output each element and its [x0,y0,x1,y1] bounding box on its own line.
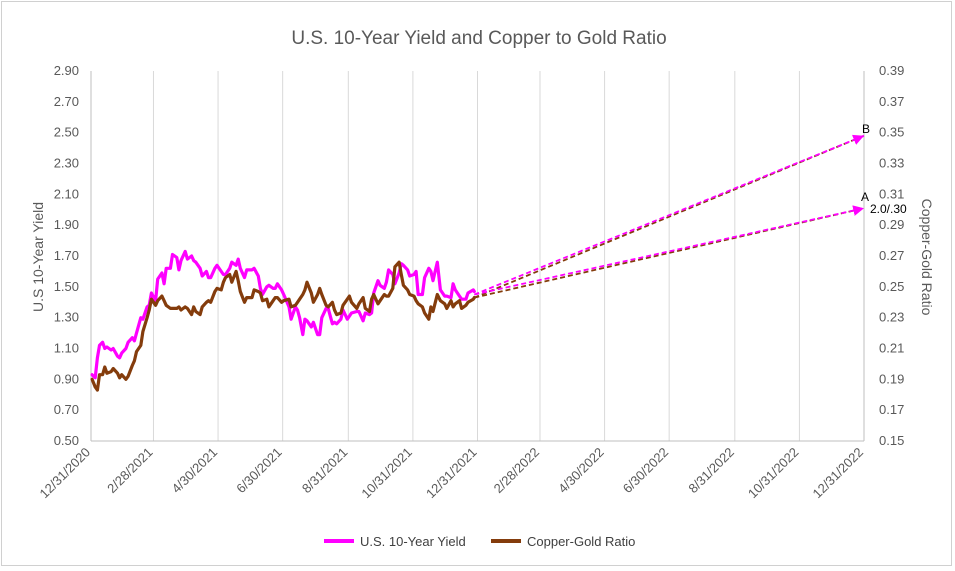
x-tick-label: 8/31/2021 [299,445,351,497]
y2-tick-label: 0.29 [879,217,904,232]
y-tick-label: 1.70 [54,248,79,263]
y-tick-label: 0.50 [54,433,79,448]
y2-tick-label: 0.15 [879,433,904,448]
series-lines [90,249,476,392]
x-tick-label: 12/31/2020 [36,445,93,502]
y2-tick-label: 0.19 [879,371,904,386]
y-tick-label: 0.90 [54,371,79,386]
y-tick-label: 2.30 [54,156,79,171]
x-tick-label: 4/30/2021 [169,445,221,497]
projection-arrows [473,134,865,299]
x-tick-label: 4/30/2022 [555,445,607,497]
projection-ratio-B [473,134,865,299]
series-line-ratio [90,260,476,392]
y2-tick-label: 0.27 [879,248,904,263]
y2-axis-title: Copper-Gold Ratio [919,199,935,316]
tick-labels: 12/31/2020 2/28/2021 4/30/2021 6/30/2021 8/3… [36,63,904,501]
y-tick-label: 1.10 [54,341,79,356]
y-tick-label: 1.90 [54,217,79,232]
series-line-yield [90,249,476,380]
y2-tick-label: 0.31 [879,186,904,201]
legend-label-yield: U.S. 10-Year Yield [360,534,466,549]
chart-title: U.S. 10-Year Yield and Copper to Gold Ra… [291,28,666,49]
y-tick-label: 0.70 [54,402,79,417]
gridlines [90,71,865,441]
y2-tick-label: 0.25 [879,279,904,294]
annotation-target: 2.0/.30 [870,202,907,216]
legend: U.S. 10-Year Yield Copper-Gold Ratio [324,534,635,549]
y-tick-label: 1.30 [54,310,79,325]
annotation-a: A [861,190,869,204]
annotation-b: B [862,122,870,136]
x-tick-label: 12/31/2021 [423,445,480,502]
y2-tick-label: 0.35 [879,125,904,140]
y2-tick-label: 0.39 [879,63,904,78]
projection-ratio-A [474,207,865,299]
y-tick-label: 2.10 [54,186,79,201]
y-axis-title: U.S 10-Year Yield [30,202,46,312]
x-tick-label: 12/31/2022 [809,445,866,502]
x-tick-label: 10/31/2022 [745,445,802,502]
x-tick-label: 6/30/2021 [233,445,285,497]
y2-tick-label: 0.23 [879,310,904,325]
y2-tick-label: 0.33 [879,156,904,171]
x-tick-label: 10/31/2021 [358,445,415,502]
y-tick-label: 2.90 [54,63,79,78]
x-tick-label: 8/31/2022 [685,445,737,497]
y-tick-label: 2.50 [54,125,79,140]
projection-yield-A [474,205,865,296]
legend-label-ratio: Copper-Gold Ratio [527,534,635,549]
projection-yield-B [473,134,865,296]
y-tick-label: 1.50 [54,279,79,294]
x-tick-label: 2/28/2021 [104,445,156,497]
x-tick-label: 2/28/2022 [491,445,543,497]
y-tick-label: 2.70 [54,94,79,109]
y2-tick-label: 0.17 [879,402,904,417]
y2-tick-label: 0.37 [879,94,904,109]
x-tick-label: 6/30/2022 [620,445,672,497]
y2-tick-label: 0.21 [879,341,904,356]
